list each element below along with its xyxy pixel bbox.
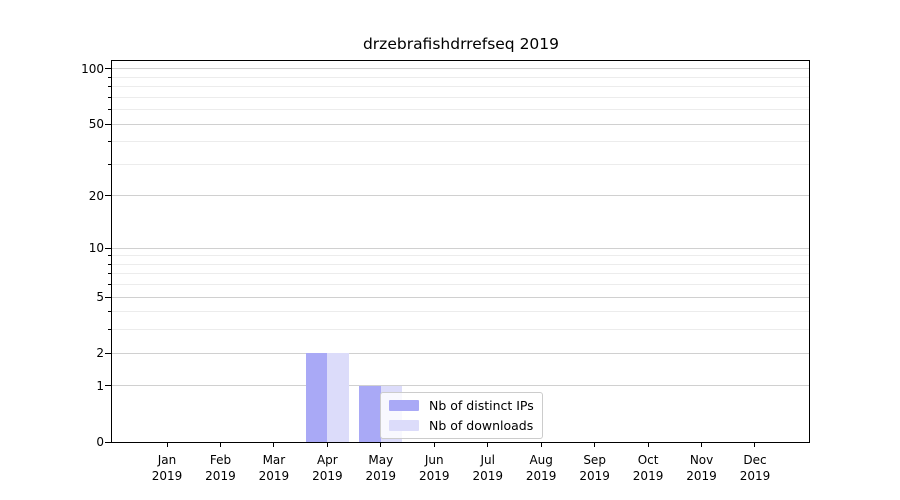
y-gridline-minor bbox=[112, 284, 809, 286]
y-tick-mark-minor bbox=[108, 96, 111, 98]
y-gridline-major bbox=[112, 195, 809, 197]
x-tick-mark bbox=[166, 443, 168, 447]
legend: Nb of distinct IPs Nb of downloads bbox=[380, 392, 543, 439]
y-tick-mark bbox=[105, 352, 111, 354]
legend-swatch-downloads bbox=[389, 420, 419, 431]
y-tick-mark bbox=[105, 68, 111, 70]
legend-label-distinct-ips: Nb of distinct IPs bbox=[429, 398, 534, 413]
y-tick-mark bbox=[105, 123, 111, 125]
y-tick-mark-minor bbox=[108, 311, 111, 313]
y-tick-label: 1 bbox=[96, 378, 104, 393]
x-tick-label: Mar 2019 bbox=[258, 453, 290, 483]
x-tick-label: Feb 2019 bbox=[205, 453, 236, 483]
y-tick-mark-minor bbox=[108, 163, 111, 165]
y-tick-label: 20 bbox=[88, 188, 104, 203]
x-tick-mark bbox=[433, 443, 435, 447]
y-tick-mark bbox=[105, 385, 111, 387]
y-gridline-minor bbox=[112, 109, 809, 111]
y-gridline-major bbox=[112, 385, 809, 387]
x-tick-label: Dec 2019 bbox=[739, 453, 771, 483]
y-tick-mark-minor bbox=[108, 284, 111, 286]
x-tick-label: Jan 2019 bbox=[151, 453, 183, 483]
x-tick-label: Sep 2019 bbox=[579, 453, 610, 483]
bar-distinct-ips bbox=[359, 385, 381, 442]
y-gridline-major bbox=[112, 352, 809, 354]
legend-swatch-distinct-ips bbox=[389, 400, 419, 411]
y-tick-mark bbox=[105, 296, 111, 298]
y-tick-mark-minor bbox=[108, 109, 111, 111]
x-tick-mark bbox=[326, 443, 328, 447]
legend-label-downloads: Nb of downloads bbox=[429, 418, 534, 433]
x-tick-label: Aug 2019 bbox=[525, 453, 557, 483]
y-gridline-minor bbox=[112, 163, 809, 165]
y-tick-mark-minor bbox=[108, 141, 111, 143]
x-tick-label: Oct 2019 bbox=[632, 453, 664, 483]
y-tick-label: 5 bbox=[96, 290, 104, 305]
y-tick-mark-minor bbox=[108, 255, 111, 257]
y-gridline-minor bbox=[112, 86, 809, 88]
y-tick-mark-minor bbox=[108, 329, 111, 331]
x-tick-mark bbox=[701, 443, 703, 447]
x-tick-mark bbox=[487, 443, 489, 447]
y-gridline-minor bbox=[112, 329, 809, 331]
x-tick-mark bbox=[594, 443, 596, 447]
x-tick-mark bbox=[273, 443, 275, 447]
y-tick-mark-minor bbox=[108, 76, 111, 78]
x-tick-mark bbox=[219, 443, 221, 447]
y-gridline-minor bbox=[112, 311, 809, 313]
y-gridline-minor bbox=[112, 263, 809, 265]
y-gridline-major bbox=[112, 247, 809, 249]
y-tick-mark-minor bbox=[108, 273, 111, 275]
x-tick-label: Jun 2019 bbox=[418, 453, 450, 483]
y-gridline-minor bbox=[112, 141, 809, 143]
legend-item-downloads: Nb of downloads bbox=[389, 418, 534, 433]
y-gridline-major bbox=[112, 68, 809, 70]
x-tick-mark bbox=[647, 443, 649, 447]
y-gridline-major bbox=[112, 123, 809, 125]
y-tick-label: 10 bbox=[88, 241, 104, 256]
y-tick-label: 50 bbox=[88, 117, 104, 132]
x-tick-mark bbox=[754, 443, 756, 447]
y-gridline-major bbox=[112, 296, 809, 298]
bar-distinct-ips bbox=[305, 353, 328, 442]
bar-downloads bbox=[327, 353, 349, 442]
y-tick-label: 2 bbox=[96, 346, 104, 361]
x-tick-label: Apr 2019 bbox=[312, 453, 343, 483]
x-tick-mark bbox=[540, 443, 542, 447]
legend-item-distinct-ips: Nb of distinct IPs bbox=[389, 398, 534, 413]
y-gridline-minor bbox=[112, 96, 809, 98]
y-tick-mark-minor bbox=[108, 263, 111, 265]
y-gridline-minor bbox=[112, 273, 809, 275]
x-tick-mark bbox=[380, 443, 382, 447]
plot-area bbox=[111, 60, 810, 443]
x-tick-label: May 2019 bbox=[365, 453, 397, 483]
y-gridline-minor bbox=[112, 76, 809, 78]
y-tick-mark bbox=[105, 195, 111, 197]
y-tick-label: 100 bbox=[81, 61, 104, 76]
y-tick-mark bbox=[105, 247, 111, 249]
y-gridline-minor bbox=[112, 255, 809, 257]
y-tick-label: 0 bbox=[96, 435, 104, 449]
x-tick-label: Jul 2019 bbox=[472, 453, 503, 483]
x-tick-label: Nov 2019 bbox=[686, 453, 717, 483]
y-tick-mark bbox=[105, 441, 111, 443]
y-tick-mark-minor bbox=[108, 86, 111, 88]
chart-title: drzebrafishdrrefseq 2019 bbox=[362, 35, 560, 53]
